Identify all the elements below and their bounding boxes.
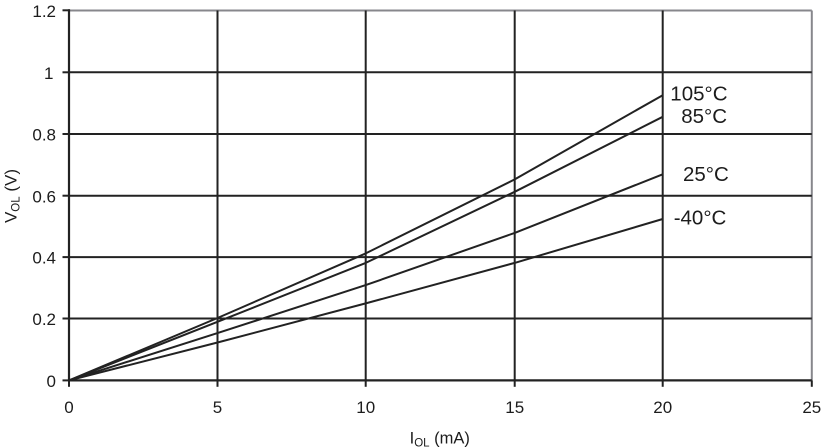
svg-text:IOL (mA): IOL (mA) (410, 429, 470, 447)
svg-text:15: 15 (505, 398, 524, 417)
svg-text:25: 25 (802, 398, 821, 417)
svg-text:0.6: 0.6 (32, 187, 56, 206)
svg-text:25°C: 25°C (683, 163, 729, 186)
svg-text:-40°C: -40°C (674, 207, 727, 230)
svg-text:10: 10 (356, 398, 375, 417)
svg-text:0.2: 0.2 (32, 310, 56, 329)
svg-text:0: 0 (47, 372, 56, 391)
svg-text:0.4: 0.4 (32, 249, 56, 268)
svg-text:0.8: 0.8 (32, 126, 56, 145)
svg-text:1: 1 (44, 64, 53, 83)
svg-text:VOL (V): VOL (V) (2, 169, 23, 223)
svg-text:105°C: 105°C (670, 82, 727, 105)
svg-text:20: 20 (653, 398, 672, 417)
svg-text:5: 5 (213, 398, 222, 417)
svg-text:85°C: 85°C (681, 105, 727, 128)
svg-text:0: 0 (64, 398, 73, 417)
svg-text:1.2: 1.2 (32, 2, 56, 21)
